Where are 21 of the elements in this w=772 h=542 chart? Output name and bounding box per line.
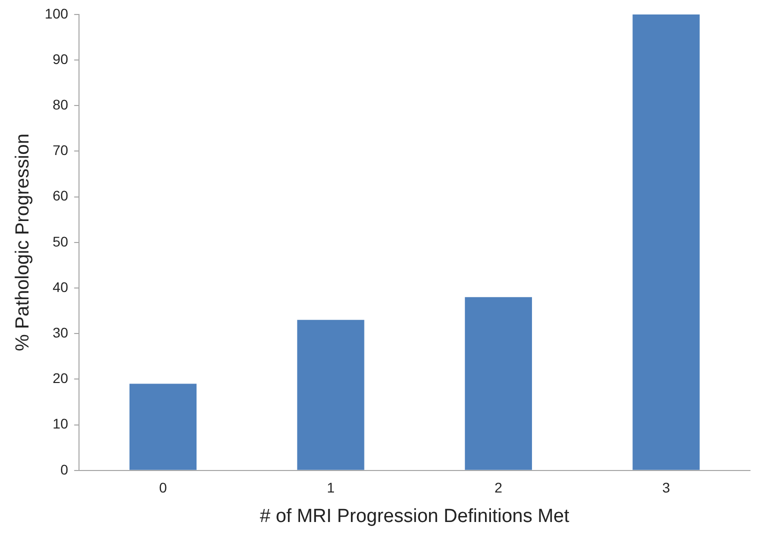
y-axis-title: % Pathologic Progression — [12, 134, 34, 352]
y-tick-label: 20 — [52, 370, 68, 386]
y-tick-label: 100 — [44, 5, 68, 22]
bar — [632, 14, 700, 470]
y-tick-label: 80 — [52, 96, 68, 112]
x-tick-label: 3 — [662, 480, 670, 496]
y-tick-label: 70 — [52, 142, 68, 158]
y-tick-label: 40 — [52, 278, 68, 295]
y-tick-label: 30 — [52, 324, 68, 340]
y-tick-label: 50 — [52, 233, 68, 250]
y-tick-label: 10 — [52, 416, 68, 432]
x-tick-label: 0 — [159, 480, 168, 496]
bar — [297, 320, 364, 470]
y-tick-label: 60 — [52, 188, 68, 204]
x-tick-label: 2 — [494, 480, 503, 496]
bar — [464, 297, 532, 470]
x-tick-label: 1 — [326, 480, 335, 496]
y-tick-label: 0 — [60, 461, 68, 478]
y-tick-label: 90 — [52, 50, 68, 67]
bar — [129, 384, 197, 470]
x-axis-title: # of MRI Progression Definitions Met — [260, 506, 570, 527]
